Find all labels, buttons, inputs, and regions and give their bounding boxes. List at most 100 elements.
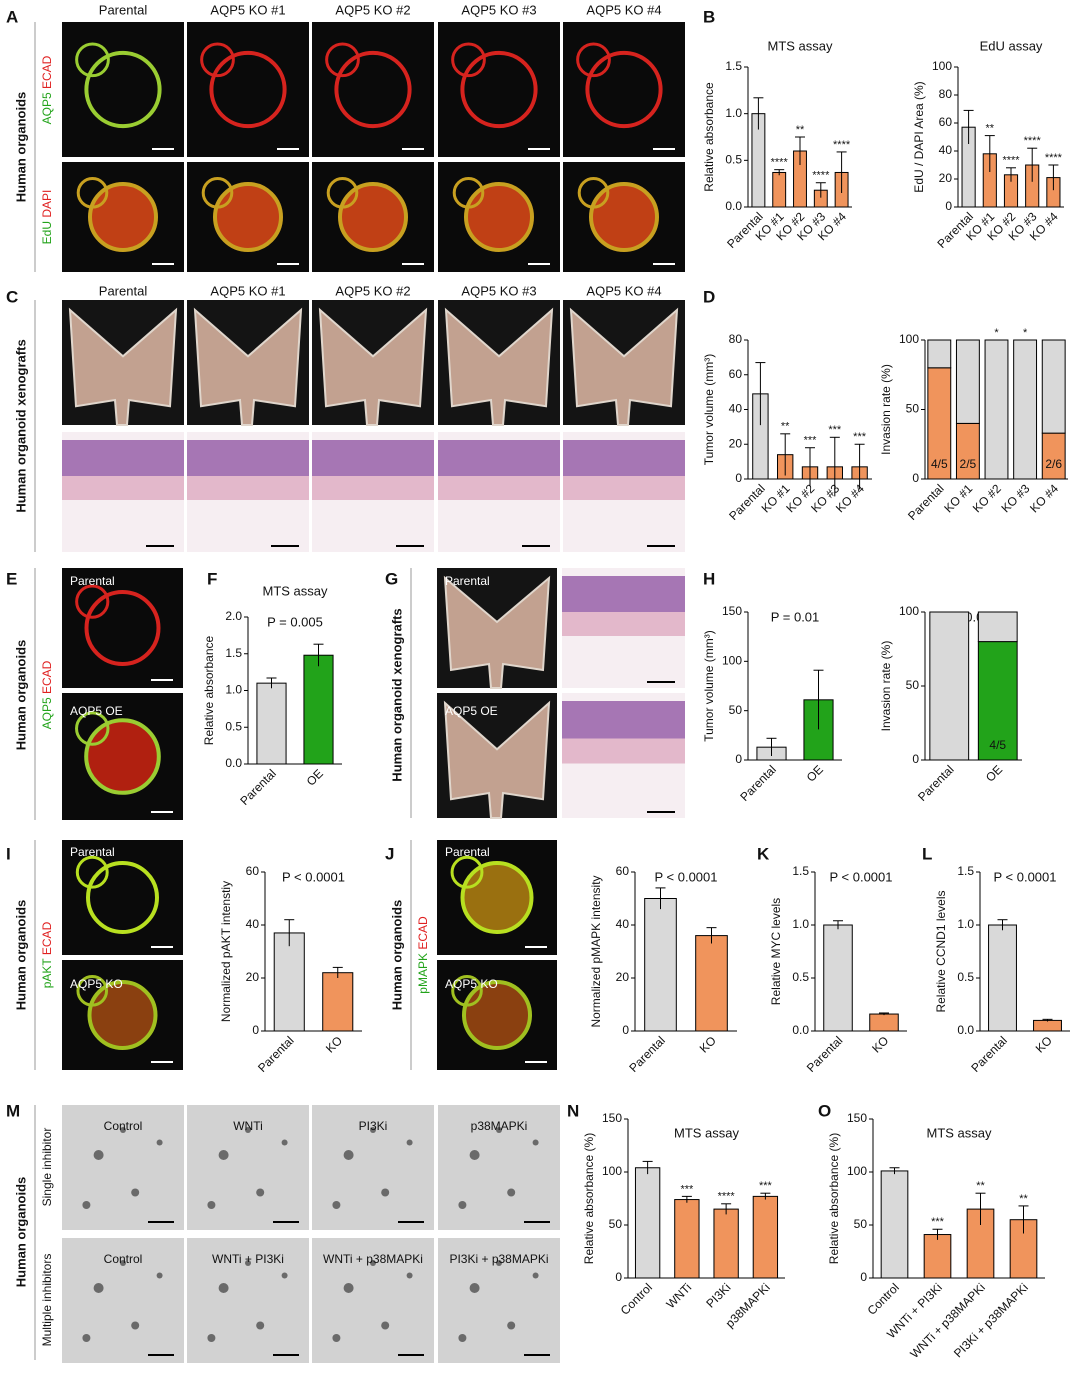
channel-name: ECAD <box>40 55 54 89</box>
x-tick-label: KO <box>697 1033 719 1055</box>
significance: ** <box>781 421 790 433</box>
y-tick-label: 1.0 <box>792 917 809 931</box>
organoid <box>76 975 109 1007</box>
column-header: AQP5 KO #1 <box>210 283 285 298</box>
bar <box>303 654 334 765</box>
bar <box>880 1170 909 1279</box>
bar <box>674 1199 700 1279</box>
organoid <box>201 177 234 209</box>
bar <box>273 932 305 1032</box>
organoid <box>381 1188 390 1197</box>
organoid <box>84 50 162 129</box>
organoid <box>469 1150 480 1160</box>
stacked-bar-segment <box>1041 339 1066 434</box>
significance: **** <box>833 139 851 151</box>
organoid <box>381 1321 390 1330</box>
y-tick-label: 0 <box>735 752 742 766</box>
channel-name: ECAD <box>40 921 54 955</box>
column-header: AQP5 KO #3 <box>461 2 536 17</box>
organoid <box>332 1201 341 1209</box>
x-tick-label: PI3Ki <box>703 1280 733 1310</box>
column-header: AQP5 KO #1 <box>210 2 285 17</box>
side-label: Human organoids <box>13 640 28 751</box>
organoid <box>532 1139 539 1146</box>
side-label: Human organoids <box>389 900 404 1011</box>
y-tick-label: 0.5 <box>725 153 742 167</box>
side-label: Human organoids <box>13 900 28 1011</box>
bar <box>772 171 787 208</box>
organoid <box>120 1127 126 1133</box>
organoid <box>281 1272 288 1279</box>
mucosa <box>563 440 685 476</box>
organoid <box>507 1188 516 1197</box>
value-label: 4/5 <box>989 738 1006 752</box>
organoid <box>343 1283 354 1293</box>
y-tick-label: 0.5 <box>225 719 242 733</box>
y-tick-label: 100 <box>899 332 919 346</box>
significance: ** <box>796 124 805 136</box>
significance: **** <box>1024 135 1042 147</box>
value-label: 2/6 <box>1045 457 1062 471</box>
bladder <box>443 575 551 689</box>
bar <box>1033 1019 1062 1032</box>
row-label: Single inhibitor <box>40 1128 54 1207</box>
organoid <box>496 1260 502 1266</box>
bladder <box>569 307 679 426</box>
brightfield-image <box>312 1105 434 1230</box>
panel-letter: L <box>922 844 932 863</box>
y-axis-label: EdU / DAPI Area (%) <box>912 81 926 192</box>
submucosa <box>312 476 434 500</box>
y-axis-label: Relative absorbance <box>702 82 716 192</box>
panel-letter: M <box>6 1101 20 1120</box>
significance: **** <box>771 157 789 169</box>
organoid <box>82 1201 91 1209</box>
y-tick-label: 40 <box>939 143 953 157</box>
column-header: AQP5 KO #2 <box>335 2 410 17</box>
organoid <box>88 182 158 252</box>
organoid <box>131 1188 140 1197</box>
x-tick-label: OE <box>804 762 826 784</box>
panel-letter: N <box>567 1101 579 1120</box>
organoid <box>75 711 110 746</box>
p-value: P < 0.0001 <box>829 869 892 884</box>
panel-letter: O <box>818 1101 831 1120</box>
stacked-bar-segment <box>1041 432 1066 480</box>
brightfield-image <box>438 1238 560 1363</box>
channel-name: pAKT <box>40 958 54 989</box>
column-header: AQP5 KO #3 <box>461 283 536 298</box>
significance: ** <box>1019 1193 1028 1205</box>
y-tick-label: 0 <box>615 1270 622 1284</box>
chart-title: MTS assay <box>262 583 328 598</box>
bladder <box>193 307 303 426</box>
column-header: Parental <box>99 2 148 17</box>
organoid <box>507 1321 516 1330</box>
microscopy-image <box>438 22 560 157</box>
microscopy-image <box>62 22 184 157</box>
organoid <box>93 1283 104 1293</box>
mucosa <box>438 440 560 476</box>
tile-label: WNTi <box>233 1119 263 1133</box>
organoid <box>370 1260 376 1266</box>
y-axis-label: Tumor volume (mm³) <box>702 354 716 466</box>
y-tick-label: 100 <box>722 654 742 668</box>
stacked-bar-segment <box>955 339 980 424</box>
y-tick-label: 1.0 <box>957 917 974 931</box>
bar <box>988 924 1017 1032</box>
x-tick-label: KO <box>323 1033 345 1055</box>
x-tick-label: Parental <box>737 762 779 804</box>
y-tick-label: 1.0 <box>225 683 242 697</box>
y-tick-label: 0.0 <box>957 1023 974 1037</box>
submucosa <box>562 612 685 636</box>
channel-label: pMAPK ECAD <box>416 916 430 994</box>
x-tick-label: OE <box>304 766 326 788</box>
bar <box>695 935 728 1032</box>
chart-title: MTS assay <box>926 1125 992 1140</box>
mucosa <box>562 701 685 739</box>
value-label: 2/5 <box>960 457 977 471</box>
y-tick-label: 50 <box>906 402 920 416</box>
organoid <box>256 1188 265 1197</box>
y-tick-label: 40 <box>616 917 630 931</box>
x-tick-label: Parental <box>915 762 957 804</box>
organoid <box>120 1260 126 1266</box>
